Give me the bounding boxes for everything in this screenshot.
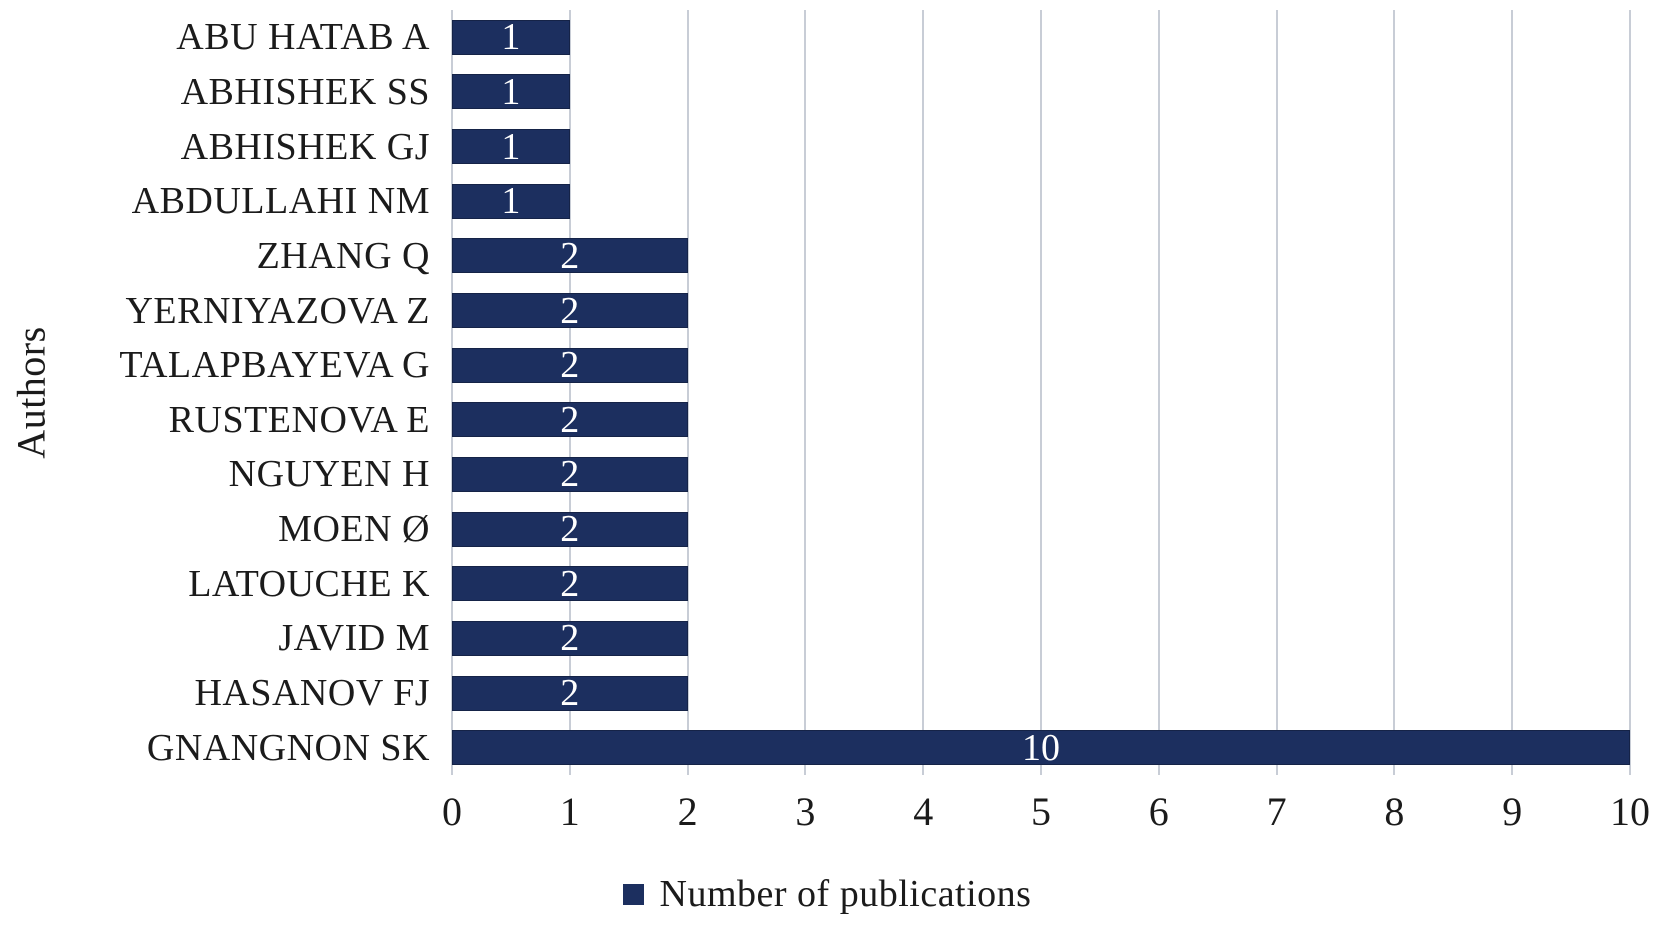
legend-swatch-icon <box>622 883 644 905</box>
category-label: LATOUCHE K <box>188 562 430 605</box>
bar-value-label: 2 <box>560 617 580 660</box>
gridline <box>1275 10 1278 775</box>
x-tick-label: 5 <box>1031 789 1051 834</box>
category-label: TALAPBAYEVA G <box>119 344 430 387</box>
bar-row: 1 <box>452 119 1630 174</box>
bar-value-label: 2 <box>560 234 580 277</box>
y-axis-title: Authors <box>0 10 62 775</box>
bar: 1 <box>452 70 570 113</box>
bar: 2 <box>452 453 688 496</box>
bars-area: 1 1 1 1 2 2 2 2 2 2 2 2 2 10 <box>452 10 1630 775</box>
bar-row: 2 <box>452 611 1630 666</box>
bar: 1 <box>452 180 570 223</box>
gridline <box>922 10 925 775</box>
bar-value-label: 2 <box>560 508 580 551</box>
bar: 2 <box>452 508 688 551</box>
bar: 2 <box>452 562 688 605</box>
bar-value-label: 2 <box>560 672 580 714</box>
bar-row: 2 <box>452 502 1630 557</box>
bar-value-label: 2 <box>560 562 580 605</box>
gridline <box>1040 10 1042 775</box>
category-label: YERNIYAZOVA Z <box>125 289 430 332</box>
bar-value-label: 10 <box>1022 726 1060 769</box>
bar-row: 2 <box>452 338 1630 393</box>
category-label: GNANGNON SK <box>146 726 430 769</box>
x-tick-label: 2 <box>677 789 698 834</box>
bar-row: 1 <box>452 65 1630 120</box>
category-label: JAVID M <box>278 617 430 660</box>
bar: 2 <box>452 289 688 332</box>
category-label: ABU HATAB A <box>176 16 430 59</box>
bar: 2 <box>452 344 688 387</box>
bar-value-label: 1 <box>501 180 521 223</box>
bar-value-label: 1 <box>501 125 521 168</box>
gridline <box>686 10 689 775</box>
bar: 1 <box>452 16 570 59</box>
gridline <box>804 10 807 775</box>
bar: 2 <box>452 398 688 441</box>
category-label: ZHANG Q <box>256 234 430 277</box>
category-label: MOEN Ø <box>278 508 430 551</box>
gridline <box>1629 10 1631 775</box>
bar-value-label: 1 <box>501 70 521 113</box>
plot-area: 1 1 1 1 2 2 2 2 2 2 2 2 2 10 <box>451 10 1631 775</box>
legend: Number of publications <box>0 872 1654 916</box>
bar-row: 2 <box>452 283 1630 338</box>
x-axis-ticks: 0 1 2 3 4 5 6 7 8 9 10 <box>442 789 1650 844</box>
bar: 1 <box>452 125 570 168</box>
bar-value-label: 2 <box>560 398 580 441</box>
bar-row: 2 <box>452 447 1630 502</box>
y-axis-title-text: Authors <box>8 326 54 459</box>
bar-row: 10 <box>452 720 1630 775</box>
category-label: ABHISHEK GJ <box>180 125 430 168</box>
bar-row: 2 <box>452 229 1630 284</box>
category-labels: ABU HATAB A ABHISHEK SS ABHISHEK GJ ABDULLA… <box>62 10 442 775</box>
bar-row: 1 <box>452 10 1630 65</box>
bar: 2 <box>452 234 688 277</box>
bar-row: 1 <box>452 174 1630 229</box>
category-label: NGUYEN H <box>228 453 430 496</box>
bar-row: 2 <box>452 666 1630 721</box>
gridline <box>1393 10 1396 775</box>
category-label: ABDULLAHI NM <box>131 180 430 223</box>
x-tick-label: 3 <box>795 789 816 834</box>
bar-value-label: 2 <box>560 289 580 332</box>
x-tick-label: 6 <box>1148 789 1169 834</box>
category-label: HASANOV FJ <box>194 672 430 714</box>
x-tick-label: 8 <box>1384 789 1405 834</box>
bar: 2 <box>452 672 688 714</box>
bar-value-label: 2 <box>560 344 580 387</box>
x-tick-label: 9 <box>1502 789 1523 834</box>
bar: 10 <box>452 726 1630 769</box>
bar-value-label: 2 <box>560 453 580 496</box>
x-tick-label: 1 <box>559 789 580 834</box>
bar-value-label: 1 <box>501 16 521 59</box>
x-tick-label: 10 <box>1610 789 1650 834</box>
category-label: RUSTENOVA E <box>168 398 430 441</box>
bar-row: 2 <box>452 392 1630 447</box>
x-tick-label: 4 <box>913 789 934 834</box>
gridline <box>568 10 571 775</box>
gridline <box>1511 10 1514 775</box>
x-tick-label: 7 <box>1266 789 1287 834</box>
gridline <box>451 10 453 775</box>
legend-label: Number of publications <box>659 873 1032 915</box>
category-label: ABHISHEK SS <box>180 70 430 113</box>
bar: 2 <box>452 617 688 660</box>
bar-row: 2 <box>452 556 1630 611</box>
x-tick-label: 0 <box>442 789 462 834</box>
gridline <box>1157 10 1160 775</box>
